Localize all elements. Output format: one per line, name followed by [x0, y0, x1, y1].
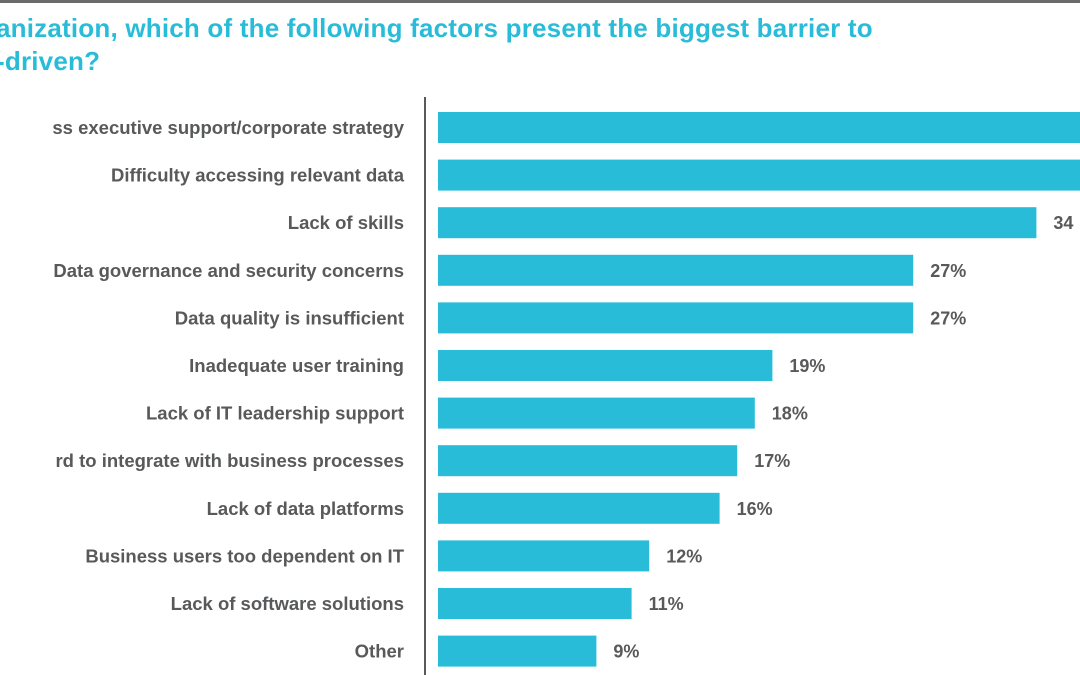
- bar: [438, 207, 1037, 239]
- category-labels-group: ss executive support/corporate strategy D…: [52, 117, 404, 662]
- value-label: 27%: [930, 308, 966, 328]
- bar: [438, 350, 773, 381]
- value-label: 11%: [649, 594, 684, 614]
- value-label: 9%: [613, 642, 639, 662]
- value-labels-group: 34 27% 27% 19% 18% 17% 16% 12% 11% 9%: [613, 213, 1073, 661]
- chart-title-line-2: -driven?: [0, 46, 101, 76]
- value-label: 27%: [930, 261, 966, 281]
- category-label: Lack of IT leadership support: [146, 403, 404, 424]
- chart-title: anization, which of the following factor…: [0, 12, 1080, 78]
- value-label: 17%: [754, 451, 790, 471]
- value-label: 18%: [772, 404, 808, 424]
- category-label: Difficulty accessing relevant data: [111, 165, 405, 186]
- bar: [438, 302, 914, 334]
- bar: [438, 112, 1080, 143]
- bars-group: [438, 112, 1080, 667]
- bar: [438, 588, 632, 619]
- bar: [438, 492, 720, 524]
- value-label: 12%: [666, 546, 702, 566]
- bar: [438, 397, 755, 429]
- category-label: Business users too dependent on IT: [85, 545, 404, 566]
- category-label: ss executive support/corporate strategy: [52, 117, 404, 138]
- category-label: Inadequate user training: [189, 355, 404, 376]
- category-label: Other: [355, 641, 404, 662]
- bar: [438, 540, 650, 572]
- bar: [438, 635, 597, 667]
- bar: [438, 445, 738, 477]
- top-rule: [0, 0, 1080, 3]
- category-label: Data quality is insufficient: [175, 307, 404, 328]
- category-label: Lack of skills: [288, 212, 404, 233]
- category-label: Data governance and security concerns: [53, 260, 404, 281]
- bar: [438, 254, 914, 286]
- value-label: 19%: [789, 356, 825, 376]
- chart-title-line-1: anization, which of the following factor…: [0, 13, 873, 43]
- category-label: Lack of data platforms: [207, 498, 404, 519]
- category-label: Lack of software solutions: [171, 593, 404, 614]
- category-label: rd to integrate with business processes: [55, 450, 404, 471]
- value-label: 16%: [737, 499, 773, 519]
- bar: [438, 159, 1080, 191]
- value-label: 34: [1053, 213, 1073, 233]
